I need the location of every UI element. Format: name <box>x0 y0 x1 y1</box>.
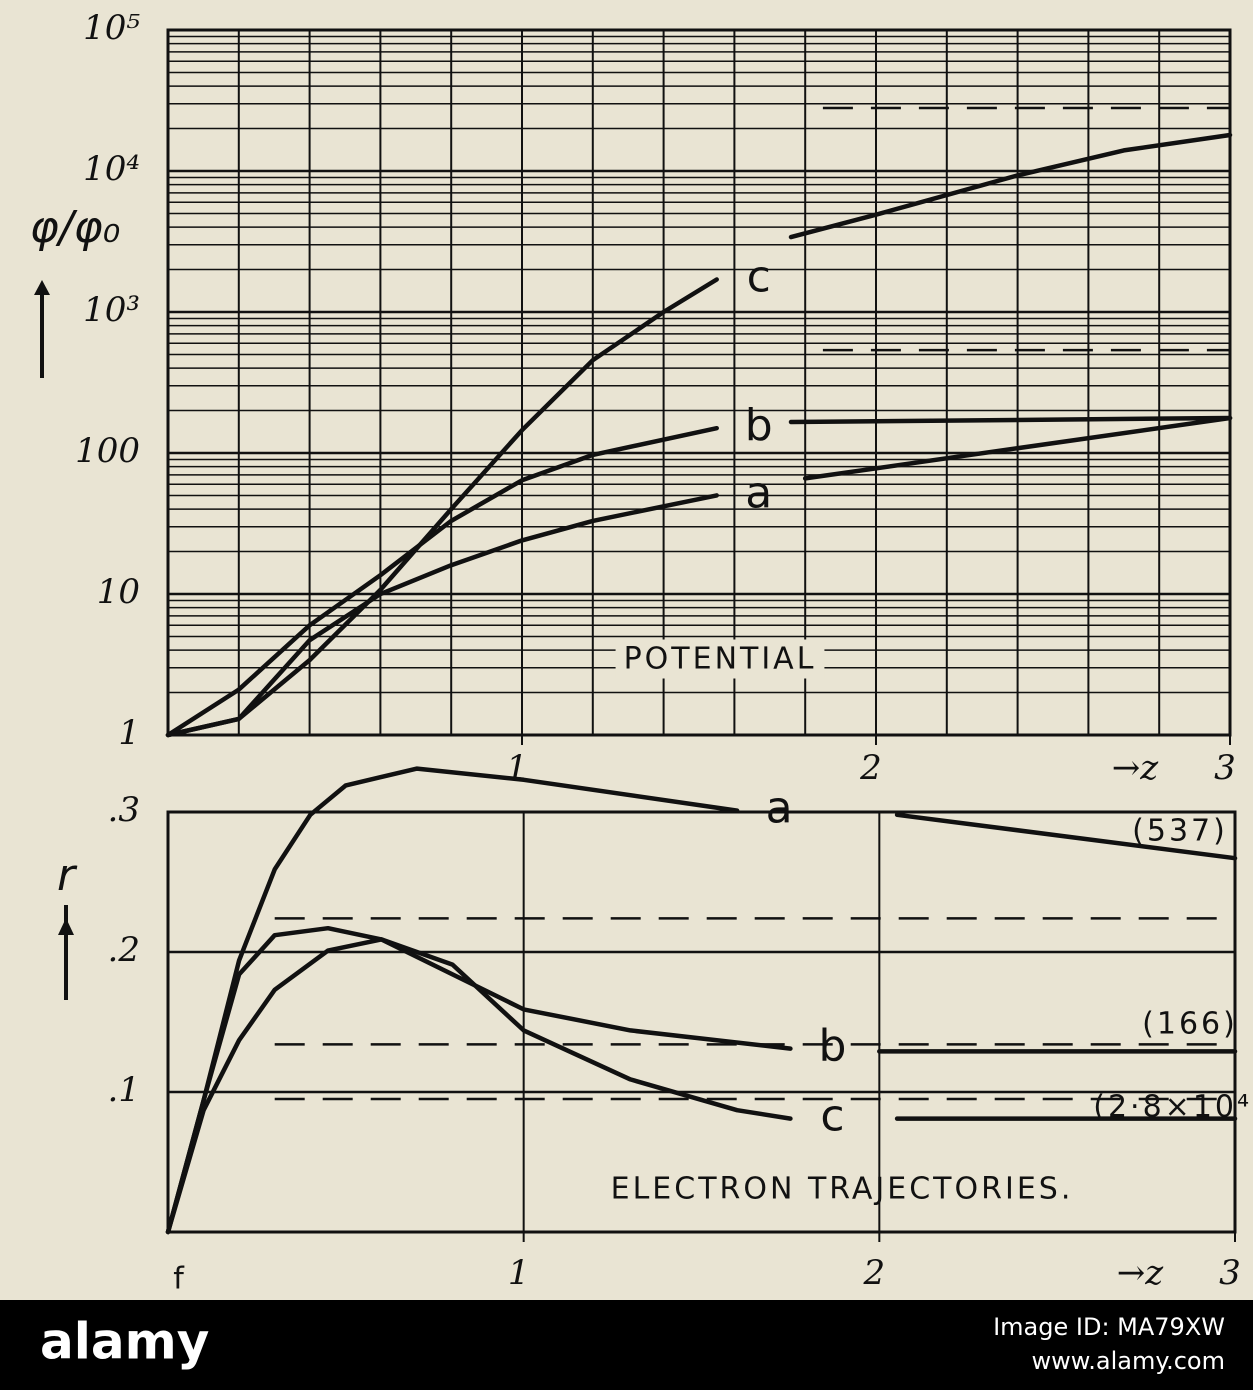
series-label: c <box>820 1091 844 1142</box>
series-line <box>165 937 1238 1235</box>
y-tick-label: 10⁴ <box>83 149 140 189</box>
annotation: POTENTIAL <box>624 642 817 677</box>
series-label: a <box>766 783 793 834</box>
y-axis-label: φ/φ₀ <box>30 202 121 253</box>
x-tick-label: 2 <box>863 1253 886 1293</box>
annotation: (166) <box>1142 1007 1238 1042</box>
footer-url: www.alamy.com <box>1032 1347 1225 1375</box>
footer-id: Image ID: MA79XW <box>993 1313 1225 1341</box>
y-tick-label: .2 <box>108 930 140 970</box>
annotation-bg <box>615 639 825 679</box>
y-tick-label: 100 <box>75 431 140 471</box>
y-arrow-head <box>34 280 50 295</box>
series-label: b <box>745 400 773 451</box>
series-label: a <box>745 467 772 518</box>
x-axis-label: →z <box>1117 1253 1164 1293</box>
x-tick-label: 1 <box>508 1253 530 1293</box>
annotation: (537) <box>1132 814 1228 849</box>
y-tick-label: 10³ <box>83 290 140 330</box>
y-tick-label: 1 <box>118 713 140 753</box>
footer-brand: alamy <box>40 1313 209 1371</box>
series-line <box>165 415 1233 738</box>
footer-bar <box>0 1300 1253 1390</box>
series-label: b <box>818 1021 846 1072</box>
annotation: ELECTRON TRAJECTORIES. <box>611 1172 1074 1207</box>
x-tick-label: 2 <box>859 748 882 788</box>
annotation: f <box>173 1262 187 1297</box>
series-line <box>165 132 1233 738</box>
y-arrow-head <box>58 918 74 935</box>
series-line <box>165 925 1238 1235</box>
y-tick-label: 10⁵ <box>83 8 140 48</box>
y-tick-label: 10 <box>97 572 140 612</box>
y-tick-label: .3 <box>108 790 140 830</box>
x-tick-label: 3 <box>1219 1253 1241 1293</box>
x-tick-label: 3 <box>1214 748 1236 788</box>
y-tick-label: .1 <box>108 1070 140 1110</box>
x-axis-label: →z <box>1112 748 1159 788</box>
y-axis-label: r <box>57 850 78 901</box>
series-label: c <box>747 252 771 303</box>
